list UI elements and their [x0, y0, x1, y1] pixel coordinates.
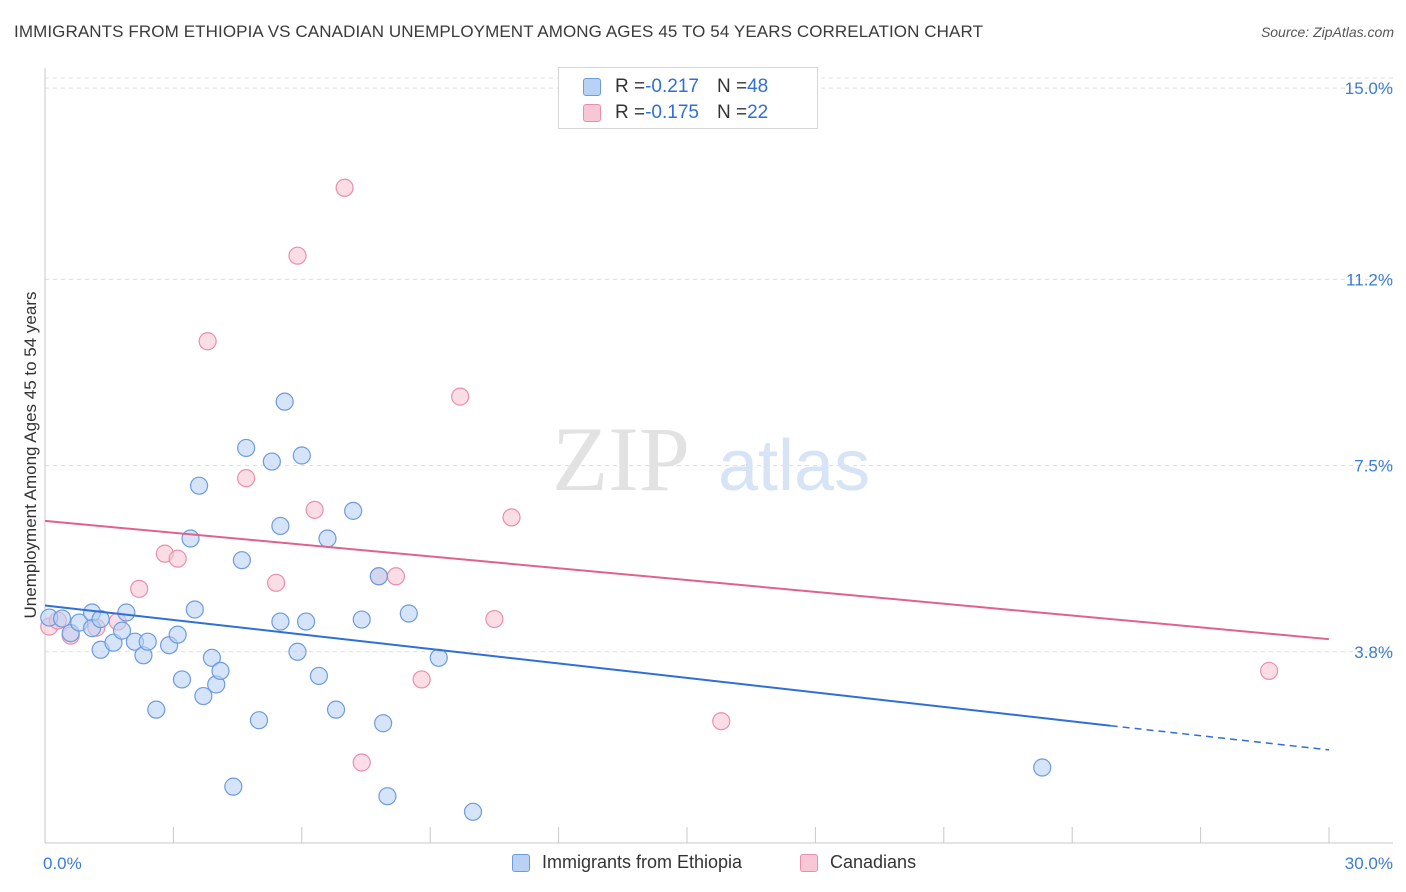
- legend-r-label: R =: [615, 102, 646, 123]
- legend-n-value: 22: [747, 102, 769, 123]
- x-tick-label: 30.0%: [1345, 854, 1393, 873]
- legend-r-value: -0.175: [645, 102, 699, 123]
- trend-lines: [44, 519, 1330, 751]
- point-canadians: [237, 469, 256, 488]
- point-ethiopia: [369, 567, 388, 586]
- y-tick-label: 15.0%: [1345, 79, 1393, 98]
- legend-item-canadians[interactable]: Canadians: [800, 852, 916, 873]
- y-tick-label: 11.2%: [1346, 270, 1393, 289]
- point-ethiopia: [296, 612, 316, 631]
- watermark: ZIP atlas: [552, 408, 870, 510]
- legend-row-ethiopia: R = -0.217 N = 48: [583, 75, 768, 99]
- point-ethiopia: [344, 501, 363, 520]
- point-ethiopia: [237, 438, 256, 458]
- source-credit: Source: ZipAtlas.com: [1260, 24, 1394, 40]
- point-canadians: [451, 387, 470, 406]
- point-ethiopia: [271, 516, 290, 536]
- x-ticks: [44, 827, 1330, 843]
- point-ethiopia: [189, 476, 209, 495]
- point-canadians: [1259, 661, 1279, 680]
- point-canadians: [267, 573, 286, 592]
- point-canadians: [412, 670, 431, 689]
- point-canadians: [352, 753, 371, 772]
- legend-n-value: 48: [747, 76, 769, 97]
- point-ethiopia: [194, 686, 213, 706]
- point-ethiopia: [168, 625, 187, 644]
- legend-swatch-canadians: [800, 853, 818, 872]
- point-ethiopia: [138, 632, 157, 651]
- x-tick-label: 0.0%: [43, 854, 82, 873]
- y-tick-label: 3.8%: [1354, 643, 1393, 662]
- point-ethiopia: [399, 604, 418, 623]
- point-ethiopia: [352, 610, 371, 629]
- point-ethiopia: [378, 787, 397, 806]
- point-canadians: [288, 246, 307, 265]
- point-ethiopia: [202, 648, 222, 667]
- point-ethiopia: [91, 609, 110, 629]
- legend-item-ethiopia[interactable]: Immigrants from Ethiopia: [512, 852, 742, 873]
- trend-line-canadians: [44, 519, 1330, 641]
- point-ethiopia: [1033, 758, 1052, 777]
- y-tick-label: 7.5%: [1354, 457, 1393, 476]
- point-ethiopia: [309, 666, 329, 686]
- legend-row-canadians: R = -0.175 N = 22: [583, 101, 768, 125]
- point-ethiopia: [463, 802, 483, 821]
- legend-n-label: N =: [716, 76, 748, 97]
- point-ethiopia: [249, 711, 269, 730]
- point-ethiopia: [374, 714, 393, 733]
- point-ethiopia: [211, 661, 230, 680]
- legend-r-value: -0.217: [645, 76, 699, 97]
- y-axis-label: Unemployment Among Ages 45 to 54 years: [21, 292, 40, 619]
- point-ethiopia: [185, 600, 204, 619]
- point-canadians: [130, 579, 149, 598]
- legend-swatch-ethiopia: [583, 78, 601, 96]
- point-ethiopia: [147, 700, 166, 719]
- point-ethiopia: [232, 551, 251, 570]
- legend-swatch-canadians: [583, 104, 601, 122]
- point-canadians: [386, 567, 406, 586]
- point-ethiopia: [271, 612, 290, 631]
- point-ethiopia: [53, 609, 72, 628]
- point-ethiopia: [275, 392, 294, 411]
- y-tick-labels: 3.8% 7.5% 11.2% 15.0%: [1345, 79, 1393, 662]
- legend-label-ethiopia: Immigrants from Ethiopia: [542, 852, 743, 872]
- legend-n-label: N =: [716, 102, 748, 123]
- watermark-zip: ZIP: [552, 408, 690, 510]
- point-ethiopia: [318, 529, 337, 548]
- point-ethiopia: [172, 670, 192, 689]
- point-ethiopia: [117, 603, 136, 622]
- watermark-atlas: atlas: [718, 426, 870, 506]
- point-ethiopia: [181, 529, 200, 548]
- legend-r-label: R =: [615, 76, 646, 97]
- legend-label-canadians: Canadians: [830, 852, 917, 872]
- point-canadians: [502, 508, 521, 527]
- point-ethiopia: [288, 642, 307, 661]
- point-ethiopia: [326, 700, 346, 719]
- point-canadians: [335, 178, 354, 197]
- series-legend: Immigrants from Ethiopia Canadians: [0, 852, 1406, 878]
- correlation-legend: R = -0.217 N = 48 R = -0.175 N = 22: [558, 67, 818, 129]
- legend-swatch-ethiopia: [512, 853, 530, 872]
- point-canadians: [712, 712, 731, 731]
- point-canadians: [168, 549, 187, 568]
- series-ethiopia-points: [40, 392, 1052, 821]
- point-ethiopia: [224, 777, 243, 796]
- chart-title: IMMIGRANTS FROM ETHIOPIA VS CANADIAN UNE…: [14, 22, 984, 41]
- point-canadians: [305, 500, 324, 519]
- point-canadians: [198, 332, 217, 351]
- trend-line-ethiopia-extension: [1110, 724, 1330, 751]
- trend-line-ethiopia: [44, 604, 1111, 727]
- axes: [44, 68, 1393, 844]
- point-ethiopia: [112, 621, 132, 640]
- point-ethiopia: [429, 648, 448, 667]
- x-tick-labels: 0.0% 30.0%: [43, 854, 1393, 873]
- point-ethiopia: [262, 452, 281, 471]
- point-ethiopia: [292, 446, 311, 465]
- point-canadians: [485, 609, 504, 629]
